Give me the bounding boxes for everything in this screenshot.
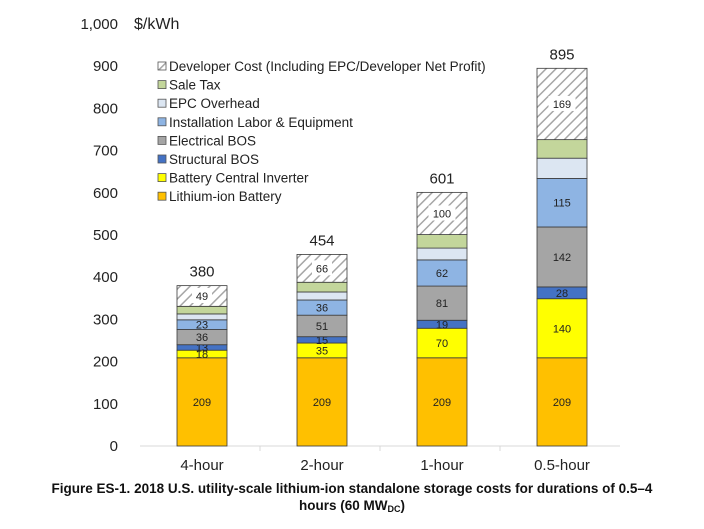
x-category-label: 1-hour: [420, 457, 463, 474]
bar-segment: [176, 313, 228, 321]
data-label: 36: [316, 303, 328, 315]
data-label: 13: [196, 342, 208, 354]
bar-segment: [296, 281, 348, 293]
bar-segment: [536, 357, 588, 447]
y-tick-label: 500: [93, 227, 118, 244]
bar-segment: [416, 259, 468, 287]
data-label: 23: [196, 320, 208, 332]
legend-swatch: [157, 154, 167, 164]
y-tick-label: 600: [93, 185, 118, 202]
legend-swatch: [157, 61, 167, 71]
y-tick-label: 900: [93, 58, 118, 75]
y-tick-label: 1,000: [80, 16, 118, 33]
data-label: 66: [316, 263, 328, 275]
data-label-background: [548, 95, 576, 111]
bar-total-label: 895: [549, 46, 574, 63]
data-label: 18: [196, 349, 208, 361]
data-label: 81: [436, 298, 448, 310]
y-tick-label: 300: [93, 311, 118, 328]
bar-segment: [416, 285, 468, 321]
legend-label: Structural BOS: [169, 152, 259, 167]
data-label: 15: [316, 335, 328, 347]
y-tick-label: 200: [93, 354, 118, 371]
bar-total-label: 454: [309, 232, 334, 249]
bar-segment: [176, 305, 228, 315]
data-label: 209: [553, 397, 571, 409]
caption-line-2: hours (60 MWDC): [0, 497, 704, 516]
y-tick-label: 100: [93, 396, 118, 413]
legend-swatch: [157, 173, 167, 183]
legend-swatch: [157, 135, 167, 145]
legend: Developer Cost (Including EPC/Developer …: [157, 59, 486, 204]
legend-swatch: [157, 98, 167, 108]
bar-1-hour: 209 70 19 81 62 100 601: [416, 170, 468, 447]
legend-label: Electrical BOS: [169, 133, 256, 148]
bar-segment: [536, 139, 588, 159]
legend-swatch: [157, 191, 167, 201]
data-label: 36: [196, 332, 208, 344]
caption-subscript: DC: [387, 504, 401, 514]
x-axis-categories: 4-hour 2-hour 1-hour 0.5-hour: [180, 446, 590, 474]
legend-label: Sale Tax: [169, 78, 221, 93]
x-category-label: 0.5-hour: [534, 457, 590, 474]
bar-segment: [416, 357, 468, 447]
data-label-background: [428, 205, 456, 221]
bar-segment: [536, 157, 588, 179]
data-label: 19: [436, 319, 448, 331]
data-label: 169: [553, 99, 571, 111]
y-tick-label: 700: [93, 143, 118, 160]
legend-label: EPC Overhead: [169, 96, 260, 111]
y-tick-label: 400: [93, 269, 118, 286]
data-label: 209: [313, 397, 331, 409]
data-label: 209: [433, 397, 451, 409]
legend-swatch: [157, 80, 167, 89]
data-label: 100: [433, 208, 451, 220]
x-category-label: 4-hour: [180, 457, 223, 474]
legend-label: Lithium-ion Battery: [169, 189, 282, 204]
data-label: 62: [436, 268, 448, 280]
caption-line-2-suffix: ): [400, 498, 406, 513]
bars: 2091813362349380209351551366645420970198…: [176, 46, 588, 447]
bar-segment: [416, 247, 468, 261]
data-label: 28: [556, 288, 568, 300]
data-label: 140: [553, 323, 571, 335]
data-label: 209: [193, 397, 211, 409]
legend-label: Installation Labor & Equipment: [169, 115, 353, 130]
legend-label: Battery Central Inverter: [169, 171, 309, 186]
legend-label: Developer Cost (Including EPC/Developer …: [169, 59, 486, 74]
data-label-background: [312, 260, 332, 276]
legend-swatch: [157, 117, 167, 127]
bar-0.5-hour: 209 140 28 142 115 169 895: [536, 46, 588, 447]
bar-segment: [416, 327, 468, 359]
bar-segment: [416, 234, 468, 249]
x-category-label: 2-hour: [300, 457, 343, 474]
data-label-background: [192, 287, 212, 303]
y-tick-label: 0: [110, 438, 118, 455]
bar-segment: [296, 357, 348, 447]
data-label: 51: [316, 321, 328, 333]
y-axis-unit-label: $/kWh: [134, 16, 179, 33]
caption-line-1: Figure ES-1. 2018 U.S. utility-scale lit…: [51, 481, 653, 496]
bar-segment: [296, 291, 348, 301]
bar-total-label: 601: [429, 170, 454, 187]
bar-segment: [176, 357, 228, 447]
data-label: 70: [436, 338, 448, 350]
data-label: 49: [196, 291, 208, 303]
caption-line-2-prefix: hours (60 MW: [298, 498, 388, 513]
data-label: 142: [553, 252, 571, 264]
y-tick-label: 800: [93, 100, 118, 117]
data-label: 115: [553, 198, 571, 210]
bar-total-label: 380: [189, 264, 214, 281]
figure-caption: Figure ES-1. 2018 U.S. utility-scale lit…: [0, 480, 704, 516]
data-label: 35: [316, 345, 328, 357]
y-axis: 0 100 200 300 400 500 600 700 800 900 1,000: [80, 16, 118, 455]
